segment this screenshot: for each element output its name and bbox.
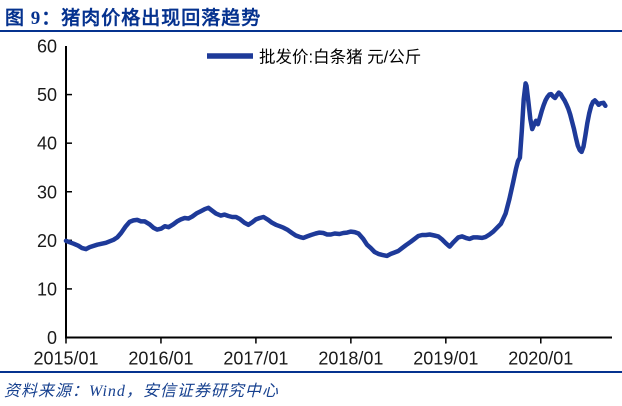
- y-tick-label: 20: [37, 231, 57, 251]
- price-line: [63, 81, 608, 259]
- y-tick-label: 40: [37, 134, 57, 154]
- legend-label: 批发价:白条猪 元/公斤: [259, 48, 421, 67]
- source-note: 资料来源：Wind，安信证券研究中心: [4, 383, 279, 400]
- y-tick-label: 0: [47, 328, 57, 348]
- title-divider: [0, 30, 622, 32]
- x-tick-label: 2019/01: [413, 349, 478, 369]
- figure-title: 图 9：猪肉价格出现回落趋势: [5, 8, 262, 29]
- x-tick-label: 2016/01: [128, 349, 193, 369]
- footer-divider: [0, 371, 622, 373]
- y-tick-label: 60: [37, 37, 57, 57]
- y-tick-label: 10: [37, 279, 57, 299]
- y-tick-label: 50: [37, 85, 57, 105]
- y-tick-label: 30: [37, 182, 57, 202]
- x-tick-label: 2017/01: [223, 349, 288, 369]
- x-tick-label: 2015/01: [33, 349, 98, 369]
- x-tick-label: 2020/01: [508, 349, 573, 369]
- x-tick-label: 2018/01: [318, 349, 383, 369]
